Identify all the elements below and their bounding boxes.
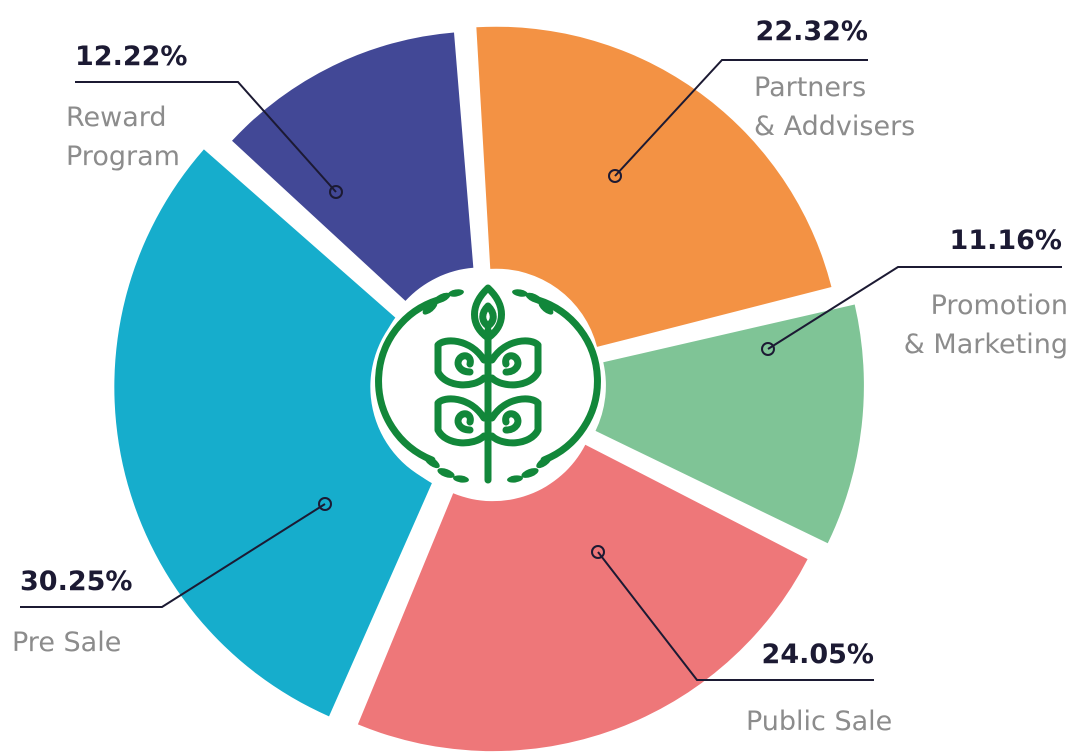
pie-slice — [595, 304, 864, 544]
pie-slice — [357, 444, 808, 752]
slice-percent-label: 11.16% — [950, 225, 1062, 256]
leader-line — [75, 81, 337, 193]
leader-line — [767, 266, 1062, 350]
leader-dot — [591, 545, 605, 559]
leader-dot — [329, 185, 343, 199]
slice-category-label: Reward — [66, 102, 167, 133]
slice-percent-label: 22.32% — [756, 16, 868, 47]
leader-line — [597, 551, 874, 681]
slice-category-label: Pre Sale — [12, 627, 121, 658]
slice-category-label: Partners — [754, 72, 866, 103]
leader-dot — [318, 497, 332, 511]
leader-dot — [761, 342, 775, 356]
leader-lines — [20, 59, 1062, 681]
leader-line — [614, 59, 868, 177]
leader-dot — [608, 169, 622, 183]
slice-percent-label: 24.05% — [762, 639, 874, 670]
slice-percent-label: 12.22% — [75, 41, 187, 72]
slice-category-label: Public Sale — [746, 706, 892, 737]
slice-category-label: Promotion — [931, 290, 1068, 321]
slice-category-label: Program — [66, 141, 180, 172]
leader-line — [20, 503, 326, 608]
pie-slice — [232, 32, 474, 301]
leaf-sprout-logo-icon — [374, 270, 602, 498]
slice-percent-label: 30.25% — [20, 566, 132, 597]
slice-category-label: & Marketing — [904, 329, 1068, 360]
pie-slices — [114, 26, 864, 752]
pie-slice — [114, 149, 433, 717]
slice-labels: 22.32% Partners & Addvisers 11.16% Promotion… — [12, 16, 1068, 737]
slice-category-label: & Addvisers — [754, 111, 915, 142]
pie-slice — [476, 26, 832, 347]
